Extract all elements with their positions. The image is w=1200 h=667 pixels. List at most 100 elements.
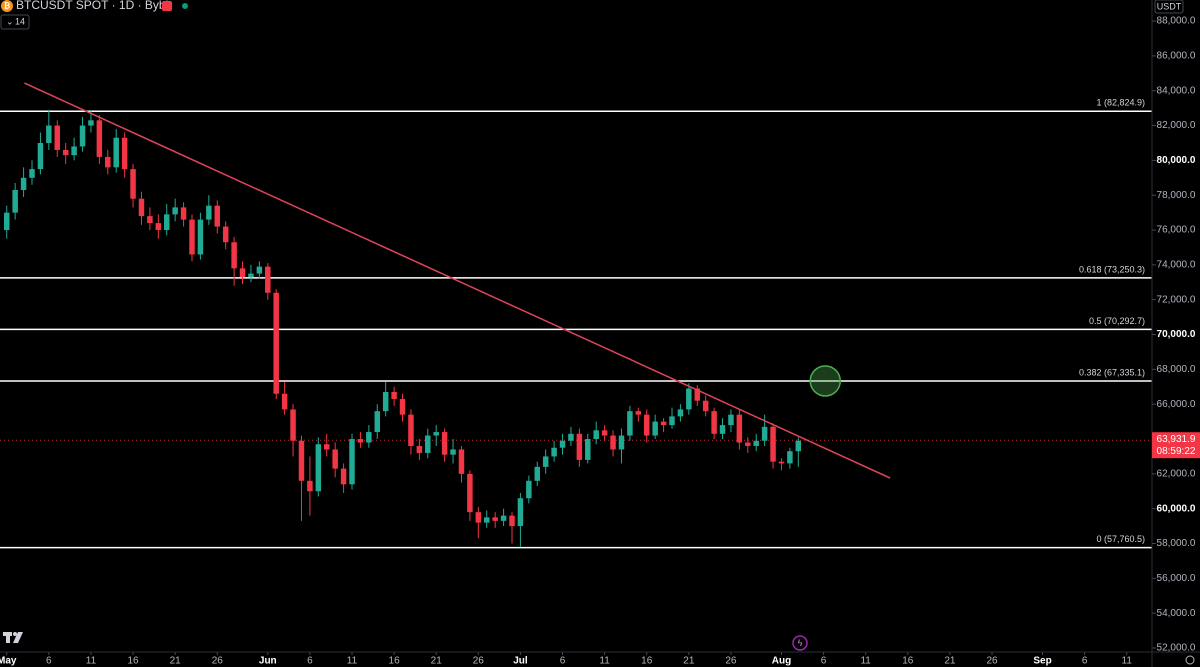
candle-body bbox=[458, 449, 465, 474]
candle-body bbox=[189, 219, 195, 255]
candle-body bbox=[4, 212, 10, 231]
indicator-toggle[interactable] bbox=[0, 14, 30, 30]
x-tick-label: 21 bbox=[683, 656, 695, 667]
coin-icon bbox=[1, 0, 13, 12]
candle-body bbox=[239, 268, 246, 278]
x-tick-label: 11 bbox=[599, 656, 610, 667]
y-tick-label: 58,000.0 bbox=[1157, 538, 1196, 549]
x-tick-label: 16 bbox=[641, 656, 653, 667]
y-tick-label: 54,000.0 bbox=[1157, 608, 1196, 619]
candle-body bbox=[526, 480, 532, 499]
tv-logo bbox=[3, 632, 23, 643]
candle-body bbox=[517, 498, 524, 527]
event-icon[interactable] bbox=[792, 635, 808, 651]
y-tick-label: 74,000.0 bbox=[1157, 260, 1196, 271]
level-label: 0.382 (67,335.1) bbox=[1079, 367, 1145, 377]
x-tick-label: Jun bbox=[259, 656, 277, 667]
candle-body bbox=[273, 292, 279, 394]
chart-title: BTCUSDT SPOT · 1D · Bybit bbox=[16, 0, 172, 12]
level-label: 0.618 (73,250.3) bbox=[1079, 264, 1145, 274]
candle-body bbox=[660, 421, 667, 426]
candle-body bbox=[601, 430, 608, 436]
x-tick-label: 11 bbox=[86, 656, 97, 667]
candle-body bbox=[71, 146, 77, 156]
candle-body bbox=[172, 207, 178, 215]
candle-body bbox=[324, 444, 330, 450]
candle-body bbox=[551, 447, 557, 457]
candle-body bbox=[686, 388, 692, 410]
currency-box[interactable] bbox=[1154, 0, 1184, 14]
candle-body bbox=[585, 439, 591, 460]
x-tick-label: 16 bbox=[127, 656, 139, 667]
candle-body bbox=[180, 207, 187, 220]
candle-body bbox=[231, 242, 237, 269]
candle-body bbox=[105, 156, 111, 168]
candle-body bbox=[340, 468, 347, 485]
x-tick-label: 26 bbox=[725, 656, 737, 667]
candle-body bbox=[669, 416, 675, 426]
candle-body bbox=[357, 439, 364, 443]
candle-body bbox=[130, 169, 136, 199]
candle-body bbox=[576, 433, 583, 460]
candle-body bbox=[113, 137, 119, 168]
plot-area: 1 (82,824.9) 0.618 (73,250.3) 0.5 (70,292.… bbox=[0, 82, 1152, 549]
x-tick-label: 6 bbox=[46, 656, 52, 667]
status-dot bbox=[182, 3, 188, 9]
candle-body bbox=[37, 142, 44, 170]
price-tag bbox=[1152, 432, 1200, 459]
candle-body bbox=[20, 177, 27, 190]
candle-body bbox=[610, 435, 616, 450]
y-tick-label: 86,000.0 bbox=[1157, 51, 1196, 62]
candle-body bbox=[164, 214, 170, 231]
x-tick-label: Jul bbox=[513, 656, 528, 667]
candle-body bbox=[290, 409, 296, 441]
y-tick-label: 88,000.0 bbox=[1157, 16, 1196, 27]
x-tick-label: 6 bbox=[560, 656, 566, 667]
settings-icon[interactable] bbox=[1185, 655, 1195, 665]
x-tick-label: 6 bbox=[307, 656, 313, 667]
candle-body bbox=[121, 137, 128, 170]
candle-body bbox=[627, 411, 633, 436]
candle-body bbox=[787, 451, 793, 464]
candle-body bbox=[736, 414, 743, 443]
candle-body bbox=[593, 430, 599, 440]
level-label: 1 (82,824.9) bbox=[1096, 98, 1145, 108]
candle-body bbox=[433, 432, 439, 436]
flag-icon[interactable] bbox=[162, 1, 172, 11]
y-tick-label: 72,000.0 bbox=[1157, 294, 1196, 305]
candle-body bbox=[315, 444, 322, 492]
y-tick-label: 52,000.0 bbox=[1157, 643, 1196, 654]
candle-body bbox=[542, 456, 549, 467]
candle-body bbox=[618, 435, 625, 450]
candle-body bbox=[391, 392, 397, 399]
trendline bbox=[24, 82, 891, 479]
candle-body bbox=[382, 392, 389, 412]
y-tick-label: 62,000.0 bbox=[1157, 468, 1196, 479]
interval-input: 14 bbox=[15, 16, 25, 26]
candle-body bbox=[644, 414, 650, 436]
candle-body bbox=[728, 414, 734, 426]
currency: USDT bbox=[1157, 1, 1182, 11]
y-tick-label: 66,000.0 bbox=[1157, 399, 1196, 410]
x-tick-label: 6 bbox=[1082, 656, 1088, 667]
candle-body bbox=[441, 432, 448, 455]
candle-body bbox=[88, 120, 94, 126]
candle-body bbox=[206, 205, 212, 220]
candle-body bbox=[29, 169, 35, 178]
candle-body bbox=[307, 480, 313, 492]
candle-body bbox=[147, 216, 153, 224]
candle-body bbox=[281, 393, 288, 410]
y-tick-label: 60,000.0 bbox=[1157, 503, 1196, 514]
candle-body bbox=[265, 266, 271, 293]
y-tick-label: 82,000.0 bbox=[1157, 120, 1196, 131]
y-tick-label: 78,000.0 bbox=[1157, 190, 1196, 201]
price-tag-countdown: 08:59:22 bbox=[1157, 446, 1196, 457]
toggle-arrow: ⌄ bbox=[6, 16, 14, 26]
candle-body bbox=[96, 120, 103, 157]
x-tick-label: 16 bbox=[389, 656, 401, 667]
candle-body bbox=[332, 449, 338, 469]
candle-body bbox=[534, 466, 540, 481]
